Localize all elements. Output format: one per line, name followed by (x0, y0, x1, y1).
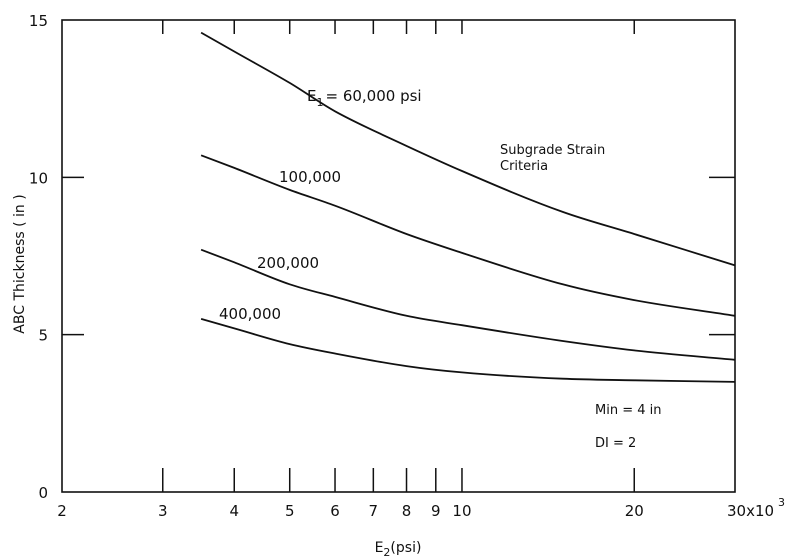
y-axis-title: ABC Thickness ( in ) (12, 194, 28, 333)
y-tick-label: 0 (38, 484, 48, 502)
series-label-1: E1 = 60,000 psi (307, 87, 422, 109)
y-tick-label: 5 (38, 327, 48, 345)
series-line-3 (200, 248, 736, 361)
x-tick-label: 5 (285, 502, 295, 520)
x-tick-label: 2 (57, 502, 67, 520)
series-line-1 (200, 31, 736, 267)
y-tick-label: 15 (29, 12, 48, 30)
x-tick-label: 20 (625, 502, 644, 520)
plot-frame (61, 19, 736, 493)
x-tick-label: 9 (431, 502, 441, 520)
y-tick-label: 10 (29, 169, 48, 187)
chart-text: 2 3 4 5 6 7 8 9 10 20 30x10 3 0 5 10 15 E1 = 60,000 psi 10… (12, 12, 785, 556)
di-note: DI = 2 (595, 436, 636, 451)
x-tick-label: 30x10 (727, 502, 774, 520)
series-label-2: 100,000 (279, 168, 341, 186)
x-tick-label: 3 (158, 502, 168, 520)
plot-border (61, 19, 736, 493)
min-note: Min = 4 in (595, 403, 661, 418)
series-lines (200, 31, 736, 383)
series-line-2 (200, 154, 736, 317)
series-label-4: 400,000 (219, 305, 281, 323)
x-axis-title: E2(psi) (375, 540, 422, 556)
x-tick-label: 6 (330, 502, 340, 520)
series-label-3: 200,000 (257, 254, 319, 272)
x-tick-label: 10 (452, 502, 471, 520)
x-tick-label: 4 (229, 502, 239, 520)
axis-ticks (62, 20, 735, 492)
criteria-line-2: Criteria (500, 159, 548, 174)
criteria-line-1: Subgrade Strain (500, 143, 605, 158)
x-multiplier-exponent: 3 (778, 496, 785, 509)
x-tick-label: 8 (402, 502, 412, 520)
x-tick-label: 7 (369, 502, 379, 520)
series-line-4 (200, 318, 736, 383)
